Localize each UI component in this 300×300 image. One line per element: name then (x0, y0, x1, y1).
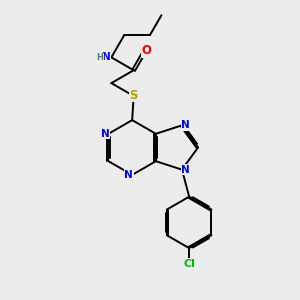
Text: N: N (181, 165, 190, 175)
Text: H: H (97, 53, 104, 62)
Text: S: S (129, 89, 138, 102)
Text: N: N (124, 170, 133, 180)
Text: Cl: Cl (183, 259, 195, 269)
Text: N: N (102, 52, 110, 62)
Text: N: N (100, 129, 109, 139)
Text: N: N (181, 120, 190, 130)
Text: O: O (142, 44, 152, 57)
